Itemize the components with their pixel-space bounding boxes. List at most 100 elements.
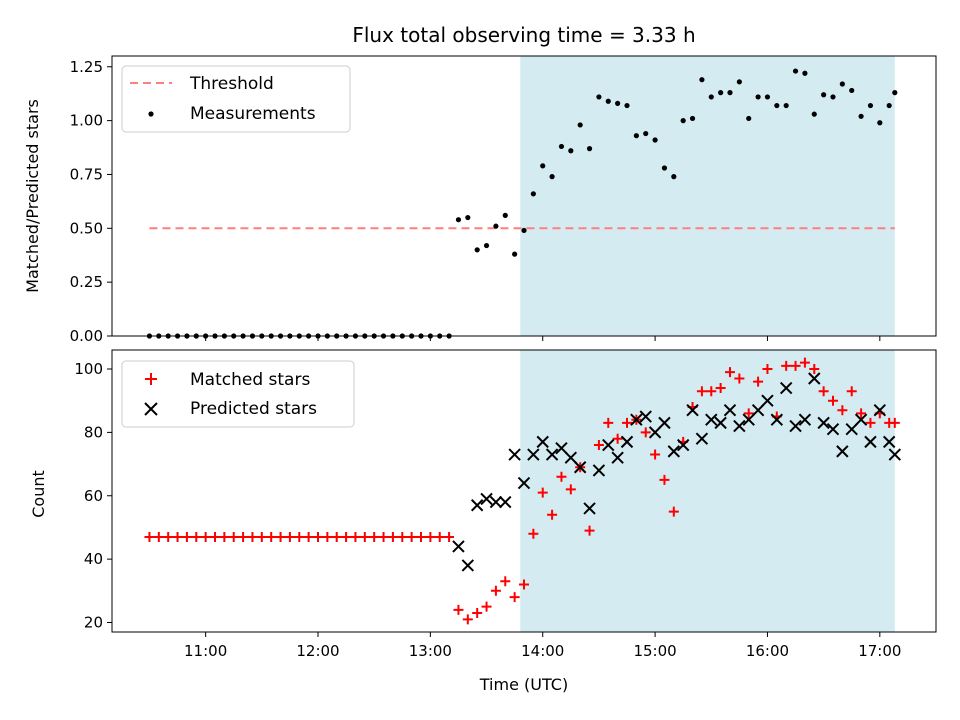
predicted-stars-point <box>527 448 540 461</box>
matched-stars-point <box>303 531 314 542</box>
top-y-axis: 0.00 0.25 0.50 0.75 1.00 1.25 <box>70 58 112 345</box>
measurements-point <box>577 122 583 128</box>
matched-stars-point <box>509 592 520 603</box>
predicted-stars-point <box>808 372 821 385</box>
predicted-stars-point <box>639 410 652 423</box>
matched-stars-point <box>228 531 239 542</box>
matched-stars-point <box>425 531 436 542</box>
matched-stars-point <box>322 531 333 542</box>
predicted-stars-point <box>817 416 830 430</box>
matched-stars-point <box>406 531 417 542</box>
measurements-point <box>727 90 733 96</box>
y-tick-label: 0.50 <box>70 219 103 237</box>
matched-stars-point <box>622 417 632 428</box>
measurements-point <box>596 94 602 100</box>
measurements-point <box>839 81 845 87</box>
matched-stars-point <box>584 525 595 536</box>
top-axes-frame <box>111 55 937 337</box>
predicted-stars-point <box>508 448 521 461</box>
measurements-point <box>465 214 471 221</box>
matched-stars-point <box>889 417 900 428</box>
top-x-axis <box>205 336 881 341</box>
matched-stars-point <box>462 614 473 625</box>
matched-stars-point <box>556 471 567 482</box>
x-tick-label: 14:00 <box>521 642 564 660</box>
measurements-point <box>821 92 827 98</box>
matched-stars-point <box>500 576 511 587</box>
measurements-point <box>858 113 864 119</box>
y-tick-label: 100 <box>74 360 103 378</box>
chart-title: Flux total observing time = 3.33 h <box>352 23 695 47</box>
matched-stars-point <box>743 408 754 419</box>
predicted-stars-point <box>536 435 549 449</box>
y-tick-label: 0.75 <box>70 165 103 183</box>
matched-stars-point <box>163 531 174 542</box>
measurements-point <box>549 174 555 180</box>
measurements-point <box>530 191 536 197</box>
bottom-legend-box <box>121 360 355 428</box>
predicted-stars-point <box>845 423 858 436</box>
matched-stars-point <box>640 427 651 438</box>
predicted-stars-point <box>882 435 896 449</box>
measurements-point <box>586 146 593 152</box>
matched-stars-point <box>350 531 361 542</box>
predicted-stars-point <box>620 435 634 449</box>
bottom-axes-frame <box>111 349 937 633</box>
measurements-point <box>774 102 780 109</box>
matched-stars-point <box>313 531 323 542</box>
measurements-point <box>558 143 565 150</box>
measurements-point <box>811 111 817 117</box>
x-tick-label: 16:00 <box>746 642 789 660</box>
predicted-stars-point <box>751 403 765 417</box>
matched-stars-point <box>490 585 501 596</box>
measurements-point <box>718 90 724 96</box>
measurements-point <box>802 70 808 76</box>
measurements-point <box>633 133 639 139</box>
matched-stars-point <box>275 531 286 542</box>
matched-stars-point <box>144 531 155 542</box>
matched-stars-point <box>856 408 867 419</box>
top-legend-box <box>121 65 351 133</box>
matched-stars-point <box>818 386 829 397</box>
top-shaded-region <box>520 56 895 336</box>
legend-measurements-swatch <box>148 111 154 117</box>
measurements-point <box>867 102 874 109</box>
measurements-point <box>783 102 789 109</box>
x-axis-label: Time (UTC) <box>479 675 568 694</box>
x-tick-label: 17:00 <box>858 642 901 660</box>
matched-stars-point <box>593 440 604 451</box>
matched-stars-point <box>181 531 192 542</box>
matched-stars-point <box>453 604 464 615</box>
matched-stars-point <box>210 531 220 542</box>
measurements-point <box>502 212 508 218</box>
x-tick-label: 11:00 <box>184 642 227 660</box>
measurements-point <box>755 94 761 100</box>
x-tick-label: 12:00 <box>296 642 339 660</box>
predicted-stars-point <box>864 435 877 449</box>
measurements-point <box>643 130 649 137</box>
top-legend: Threshold Measurements <box>121 65 351 133</box>
predicted-stars-point <box>770 413 784 426</box>
predicted-stars-point <box>676 438 690 452</box>
measurements-point <box>615 100 621 106</box>
matched-stars-point <box>650 449 661 460</box>
legend-measurements-label: Measurements <box>190 104 316 124</box>
matched-stars-point <box>284 531 295 542</box>
y-tick-label: 80 <box>84 423 103 441</box>
measurements-point <box>877 120 883 126</box>
top-panel: Flux total observing time = 3.33 h 0.000… <box>23 23 937 345</box>
measurements-point <box>680 118 686 124</box>
matched-stars-point <box>191 531 202 542</box>
predicted-stars-point <box>611 451 624 464</box>
predicted-stars-point <box>723 403 737 417</box>
bottom-legend: Matched stars Predicted stars <box>121 360 355 428</box>
matched-stars-point <box>865 417 876 428</box>
matched-stars-point <box>809 364 820 375</box>
measurements-point <box>699 77 705 83</box>
predicted-stars-point <box>480 492 493 506</box>
predicted-stars-point <box>452 540 465 553</box>
matched-stars-point <box>846 386 857 397</box>
measurements-point <box>892 90 898 96</box>
measurements-point <box>521 227 527 234</box>
